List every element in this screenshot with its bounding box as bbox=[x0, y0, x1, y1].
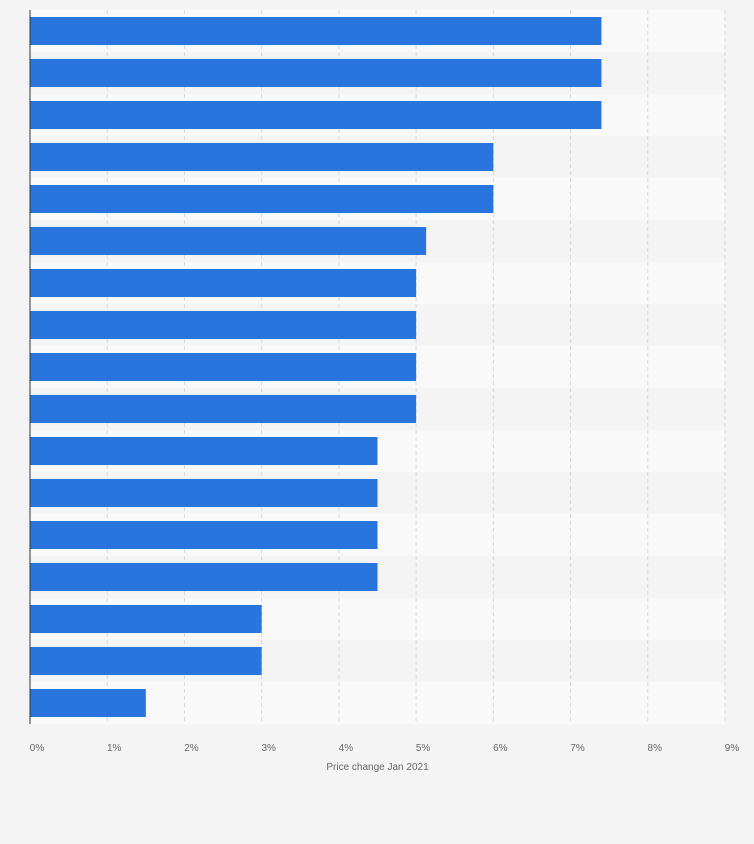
x-tick-label: 9% bbox=[725, 743, 740, 754]
bar[interactable] bbox=[30, 101, 602, 129]
bar[interactable] bbox=[30, 647, 262, 675]
bar[interactable] bbox=[30, 689, 146, 717]
x-axis-label: Price change Jan 2021 bbox=[326, 762, 429, 773]
bar[interactable] bbox=[30, 437, 378, 465]
bar[interactable] bbox=[30, 311, 417, 339]
x-tick-label: 0% bbox=[30, 743, 45, 754]
bar[interactable] bbox=[30, 353, 417, 381]
bar[interactable] bbox=[30, 563, 378, 591]
bar[interactable] bbox=[30, 17, 602, 45]
bar[interactable] bbox=[30, 479, 378, 507]
x-tick-label: 3% bbox=[261, 743, 276, 754]
x-tick-labels: 0% 1% 2% 3% 4% 5% 6% 7% 8% 9% bbox=[30, 743, 740, 754]
x-tick-label: 6% bbox=[493, 743, 508, 754]
x-tick-label: 5% bbox=[416, 743, 431, 754]
x-tick-label: 8% bbox=[648, 743, 663, 754]
bar[interactable] bbox=[30, 605, 262, 633]
x-tick-label: 2% bbox=[184, 743, 199, 754]
bar[interactable] bbox=[30, 185, 494, 213]
bar[interactable] bbox=[30, 59, 602, 87]
x-tick-label: 4% bbox=[339, 743, 354, 754]
bar[interactable] bbox=[30, 143, 494, 171]
x-tick-label: 7% bbox=[570, 743, 585, 754]
bar[interactable] bbox=[30, 521, 378, 549]
x-tick-label: 1% bbox=[107, 743, 122, 754]
bar[interactable] bbox=[30, 269, 417, 297]
bar[interactable] bbox=[30, 227, 427, 255]
bar[interactable] bbox=[30, 395, 417, 423]
bars bbox=[30, 17, 602, 717]
